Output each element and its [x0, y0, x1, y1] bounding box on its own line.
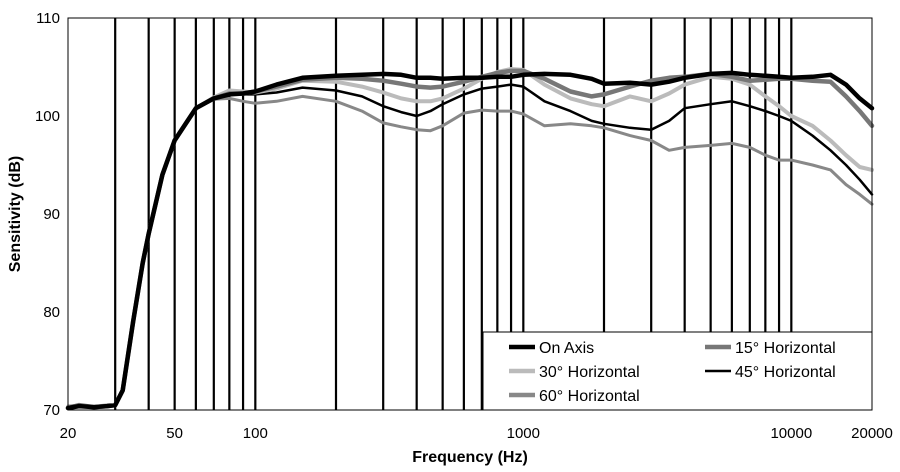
x-tick-label: 100	[243, 425, 268, 442]
y-tick-label: 80	[43, 304, 60, 321]
x-axis-title: Frequency (Hz)	[412, 449, 528, 466]
legend-box	[482, 331, 873, 411]
legend-label: 15° Horizontal	[735, 340, 836, 357]
series-line-on-axis	[65, 70, 875, 411]
y-tick-label: 100	[35, 108, 60, 125]
x-tick-label: 20	[60, 425, 77, 442]
series-lines	[65, 67, 875, 411]
legend-label: 60° Horizontal	[539, 388, 640, 405]
y-tick-label: 70	[43, 402, 60, 419]
x-tick-labels: 20 50 100 1000 10000 20000	[60, 425, 893, 442]
legend-label: On Axis	[539, 340, 594, 357]
x-tick-label: 1000	[507, 425, 540, 442]
y-axis-title: Sensitivity (dB)	[7, 156, 24, 272]
plot-area-border	[67, 17, 873, 411]
x-tick-label: 20000	[851, 425, 893, 442]
legend-label: 45° Horizontal	[735, 364, 836, 381]
x-tick-label: 50	[166, 425, 183, 442]
y-tick-label: 110	[36, 10, 60, 27]
y-tick-label: 90	[43, 206, 60, 223]
legend: On Axis 15° Horizontal 30° Horizontal 45° H…	[482, 331, 873, 411]
x-tick-label: 10000	[770, 425, 812, 442]
y-tick-labels: 70 80 90 100 110	[35, 10, 60, 419]
legend-label: 30° Horizontal	[539, 364, 640, 381]
